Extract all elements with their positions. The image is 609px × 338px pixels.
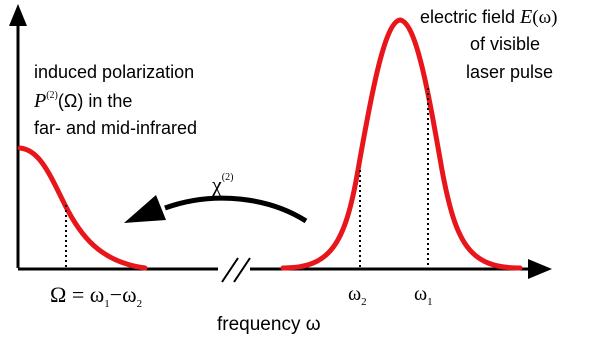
axis-break-mark-1	[221, 257, 239, 283]
omega-difference-label: Ω = ω1−ω2	[50, 282, 142, 310]
axis-break-mark-2	[233, 257, 251, 283]
x-axis-label: frequency ω	[217, 314, 321, 335]
chi2-arrowhead	[124, 195, 166, 223]
laser-pulse-curve	[280, 17, 523, 271]
right-label-line3: laser pulse	[466, 62, 553, 82]
left-label-line3: far- and mid-infrared	[34, 118, 197, 138]
y-axis-arrowhead	[9, 4, 27, 26]
polarization-curve	[17, 145, 148, 271]
right-label-line1: electric field E(ω)	[420, 6, 557, 28]
x-axis-arrowhead	[528, 259, 552, 279]
omega1-label: ω1	[414, 283, 433, 308]
y-axis	[9, 4, 27, 268]
left-label-line2: P(2)(Ω) in the	[33, 90, 132, 112]
right-label-line2: of visible	[470, 34, 540, 54]
left-label-line1: induced polarization	[34, 62, 194, 82]
chi2-arrow	[164, 195, 308, 224]
chi2-label: χ(2)	[211, 172, 233, 197]
omega2-label: ω2	[348, 283, 367, 308]
